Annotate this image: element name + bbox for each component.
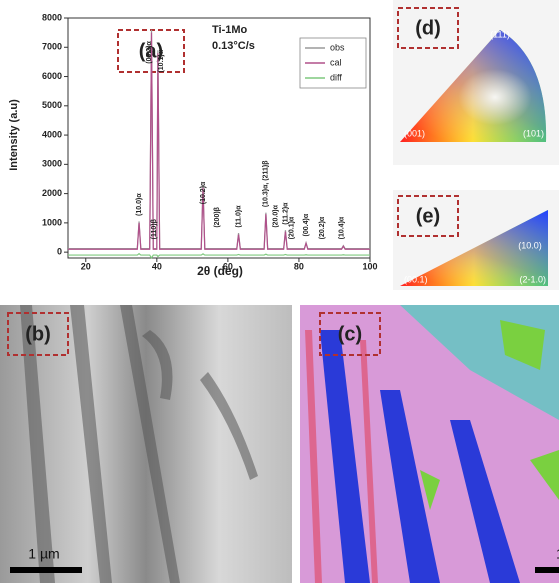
ipf-e: (e) (10.0) (00.1) (2-1.0)	[393, 190, 559, 290]
y-tick-label: 8000	[42, 12, 62, 22]
y-tick-label: 5000	[42, 100, 62, 110]
y-tick-label: 2000	[42, 188, 62, 198]
micrograph-b: (b) 1 µm	[0, 305, 292, 583]
x-tick-label: 40	[152, 261, 162, 271]
y-tick-label: 7000	[42, 42, 62, 52]
annotation: (10.0)α	[136, 193, 143, 216]
y-tick-label: 3000	[42, 159, 62, 169]
legend-label: diff	[330, 72, 342, 82]
legend-label: obs	[330, 42, 345, 52]
y-tick-label: 4000	[42, 129, 62, 139]
ipf-d: (d) (111) (001) (101)	[393, 0, 559, 165]
x-tick-label: 80	[294, 261, 304, 271]
chart-title: Ti-1Mo	[212, 24, 248, 36]
annotation: (110)β	[151, 218, 158, 239]
y-tick-label: 0	[57, 247, 62, 257]
annotation: (10.3)α, (211)β	[263, 160, 270, 207]
annotation: (200)β	[214, 206, 221, 227]
series-line	[68, 254, 370, 258]
x-axis-label: 2θ (deg)	[197, 264, 243, 278]
annotation: (10.2)α	[200, 181, 207, 204]
figure: (d) (111) (001) (101) (e) (10.0) (00.1) …	[0, 0, 559, 583]
annotation: (11.0)α	[235, 205, 242, 228]
annotation: (00.4)α	[303, 213, 310, 236]
corner-label: (2-1.0)	[519, 274, 546, 284]
corner-label: (101)	[523, 128, 544, 138]
corner-label: (00.1)	[404, 274, 428, 284]
annotation: (00.2)α	[146, 40, 153, 63]
corner-label: (111)	[490, 29, 510, 39]
annotation: (10.4)α	[338, 216, 345, 239]
panel-label: (c)	[338, 323, 362, 345]
chart-subtitle: 0.13°C/s	[212, 40, 255, 52]
legend-label: cal	[330, 57, 342, 67]
scale-bar	[535, 567, 559, 573]
ebsd-c: (c) 1	[300, 305, 559, 583]
panel-label: (e)	[416, 205, 440, 227]
scale-bar	[10, 567, 82, 573]
x-tick-label: 20	[81, 261, 91, 271]
annotation: (20.1)α	[289, 216, 296, 239]
corner-label: (10.0)	[518, 240, 542, 250]
y-axis-label: Intensity (a.u)	[8, 99, 20, 171]
annotation: (10.1)α	[158, 49, 165, 72]
panel-label: (b)	[25, 323, 51, 345]
x-tick-label: 100	[362, 261, 377, 271]
annotation: (20.0)α	[273, 204, 280, 227]
panel-label: (d)	[415, 17, 441, 39]
x-tick-label: 60	[223, 261, 233, 271]
annotation: (20.2)α	[319, 216, 326, 239]
y-tick-label: 1000	[42, 217, 62, 227]
y-tick-label: 6000	[42, 71, 62, 81]
scale-label: 1 µm	[28, 546, 59, 562]
xrd-chart: (a) Ti-1Mo 0.13°C/s 2θ (deg) Intensity (…	[8, 12, 378, 278]
corner-label: (001)	[404, 128, 425, 138]
